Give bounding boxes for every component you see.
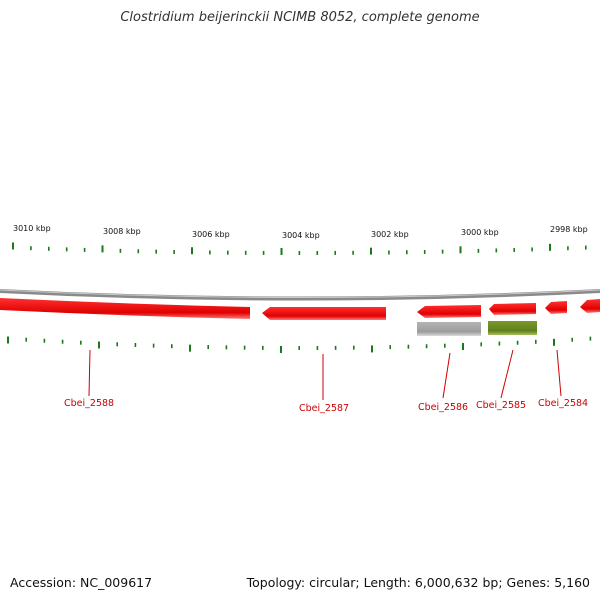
- gene-arrow-cbei-2585[interactable]: [489, 303, 536, 315]
- gene-label-cbei-2584[interactable]: Cbei_2584: [538, 398, 588, 409]
- feature-gray[interactable]: [417, 322, 481, 336]
- scale-label: 3008 kbp: [103, 227, 141, 236]
- leader-cbei-2586: [442, 352, 451, 399]
- scale-label: 3010 kbp: [13, 224, 51, 233]
- scale-ticks-lower: [7, 336, 592, 353]
- label-leaders: [88, 349, 562, 400]
- scale-label: 3004 kbp: [282, 231, 320, 240]
- accession-text: Accession: NC_009617: [10, 575, 153, 590]
- gene-arrows: [0, 298, 600, 320]
- gene-label-cbei-2587[interactable]: Cbei_2587: [299, 403, 349, 414]
- gene-label-cbei-2586[interactable]: Cbei_2586: [418, 402, 468, 413]
- scale-label: 2998 kbp: [550, 225, 588, 234]
- genome-backbone-highlight: [0, 289, 600, 298]
- genome-title: Clostridium beijerinckii NCIMB 8052, com…: [120, 10, 480, 25]
- gene-arrow-edge[interactable]: [580, 299, 600, 313]
- scale-label: 3002 kbp: [371, 230, 409, 239]
- scale-label: 3006 kbp: [192, 230, 230, 239]
- gene-arrow-cbei-2587[interactable]: [262, 307, 386, 320]
- leader-cbei-2588: [88, 349, 91, 397]
- scale-labels: 3010 kbp 3008 kbp 3006 kbp 3004 kbp 3002…: [13, 224, 588, 240]
- gene-arrow-cbei-2584[interactable]: [545, 301, 567, 314]
- gene-label-cbei-2588[interactable]: Cbei_2588: [64, 398, 114, 409]
- scale-label: 3000 kbp: [461, 228, 499, 237]
- genome-backbone: [0, 289, 600, 301]
- feature-bars: [417, 321, 537, 336]
- gene-label-cbei-2585[interactable]: Cbei_2585: [476, 400, 526, 411]
- leader-cbei-2584: [556, 349, 562, 397]
- gene-arrow-cbei-2588[interactable]: [0, 298, 250, 319]
- feature-green[interactable]: [488, 321, 537, 335]
- genome-summary-text: Topology: circular; Length: 6,000,632 bp…: [246, 575, 590, 590]
- leader-cbei-2585: [500, 349, 514, 399]
- gene-arrow-cbei-2586[interactable]: [417, 305, 481, 318]
- gene-labels: Cbei_2588 Cbei_2587 Cbei_2586 Cbei_2585 …: [64, 398, 588, 414]
- scale-ticks-upper: [12, 242, 587, 255]
